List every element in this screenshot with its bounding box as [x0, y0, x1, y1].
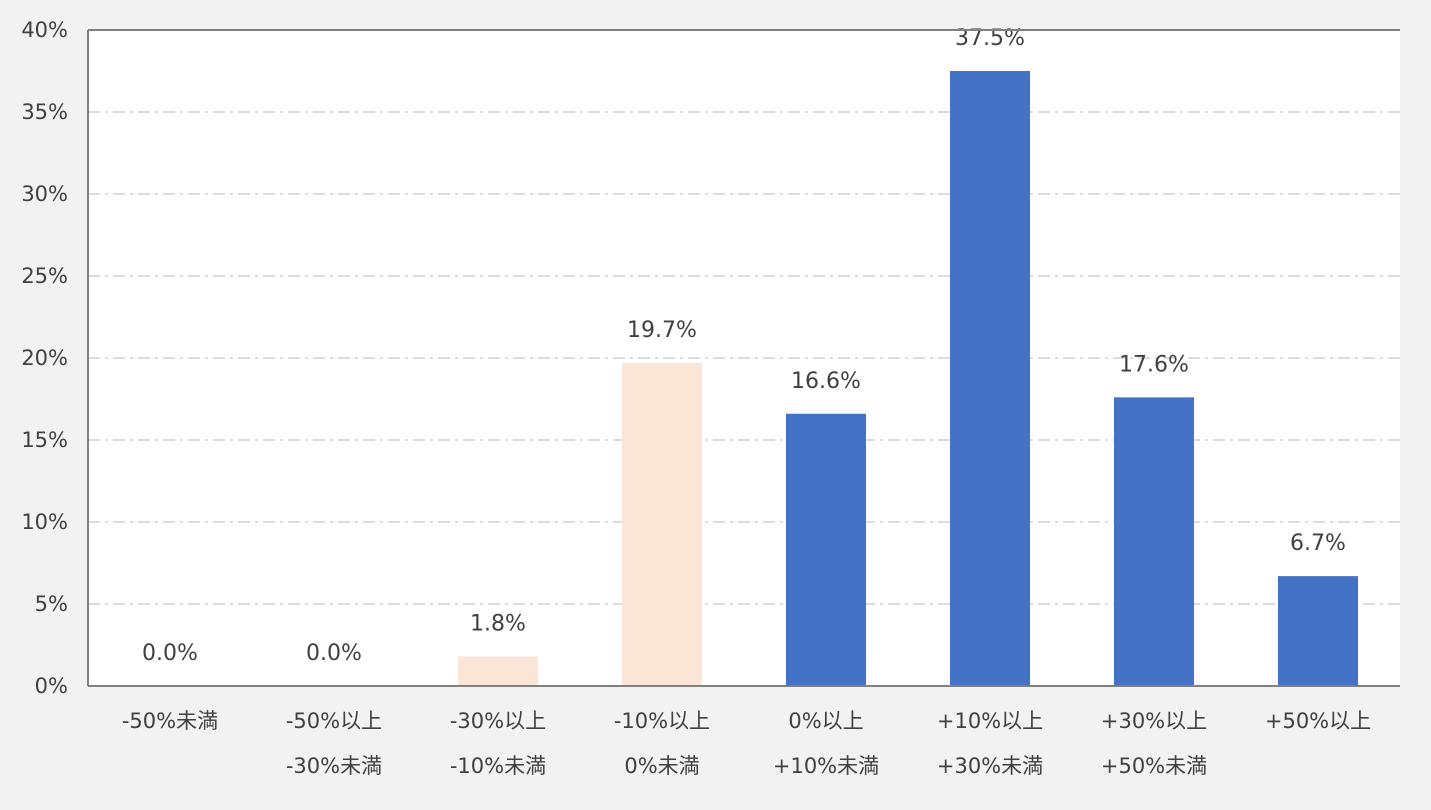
data-labels: 0.0% 0.0%1.8%19.7%16.6%37.5%17.6%6.7% — [142, 26, 1346, 666]
y-tick-label: 0% — [35, 674, 68, 698]
x-axis-categories: -50%未満 -50%以上 -30%未満 -30%以上 -10%未満 -10%以上 0%未満… — [122, 709, 1371, 778]
category-label: 0%未満 — [624, 754, 699, 778]
data-label: 0.0% — [142, 641, 198, 666]
category-label: +30%以上 — [1101, 709, 1207, 733]
data-label: 6.7% — [1290, 531, 1346, 556]
category-label: +30%未満 — [937, 754, 1043, 778]
category-label: 0%以上 — [788, 709, 863, 733]
category-label: -50%未満 — [122, 709, 218, 733]
bar — [622, 362, 702, 686]
category-label: -10%未満 — [450, 754, 546, 778]
bar — [786, 413, 866, 686]
data-label: 19.7% — [627, 318, 697, 343]
category-label: -30%以上 — [450, 709, 546, 733]
bar — [458, 656, 538, 686]
y-tick-label: 10% — [21, 510, 68, 534]
data-label: 0.0% — [306, 641, 362, 666]
bar — [1114, 397, 1194, 686]
category-label: +50%未満 — [1101, 754, 1207, 778]
y-tick-label: 35% — [21, 100, 68, 124]
grid-lines — [88, 111, 1400, 605]
category-label: -50%以上 — [286, 709, 382, 733]
category-label: +10%以上 — [937, 709, 1043, 733]
category-label: -10%以上 — [614, 709, 710, 733]
data-label: 16.6% — [791, 369, 861, 394]
data-label: 1.8% — [470, 611, 526, 636]
category-label: +50%以上 — [1265, 709, 1371, 733]
y-tick-label: 5% — [35, 592, 68, 616]
category-label: +10%未満 — [773, 754, 879, 778]
bar — [950, 71, 1030, 686]
data-label: 17.6% — [1119, 352, 1189, 377]
y-tick-label: 30% — [21, 182, 68, 206]
y-tick-label: 25% — [21, 264, 68, 288]
y-axis-ticks: 0% 5% 10% 15% 20% 25% 30% 35% 40% — [21, 18, 68, 698]
y-tick-label: 40% — [21, 18, 68, 42]
bar — [1278, 576, 1358, 686]
y-tick-label: 15% — [21, 428, 68, 452]
category-label: -30%未満 — [286, 754, 382, 778]
bars — [458, 71, 1358, 686]
y-tick-label: 20% — [21, 346, 68, 370]
